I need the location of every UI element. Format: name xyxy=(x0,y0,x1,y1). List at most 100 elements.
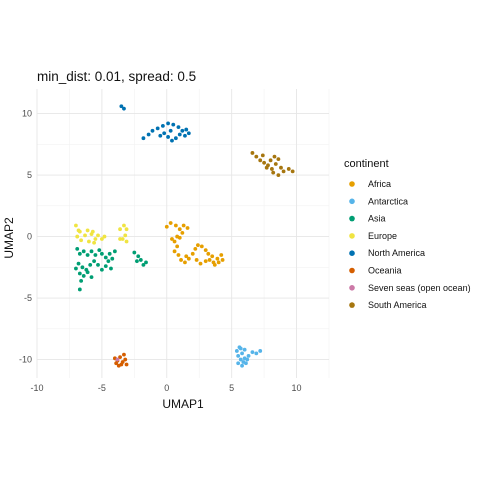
point-oceania xyxy=(123,357,128,362)
legend-label-asia: Asia xyxy=(368,214,386,224)
point-asia xyxy=(96,262,100,267)
point-africa xyxy=(184,254,189,259)
legend-key-antarctica xyxy=(349,198,355,205)
point-north-america xyxy=(183,133,187,138)
point-antarctica xyxy=(240,363,244,368)
point-africa xyxy=(194,258,199,262)
point-south-america xyxy=(260,153,265,158)
legend-label-africa: Africa xyxy=(368,179,391,189)
point-north-america xyxy=(122,106,126,111)
x-tick-label: -5 xyxy=(98,383,106,393)
point-north-america xyxy=(155,126,160,131)
point-north-america xyxy=(171,122,176,127)
point-north-america xyxy=(184,127,189,132)
point-south-america xyxy=(271,170,276,175)
point-europe xyxy=(75,234,80,239)
point-asia xyxy=(99,251,104,256)
y-tick-label: -10 xyxy=(19,355,32,365)
point-africa xyxy=(216,260,221,265)
point-asia xyxy=(77,251,82,256)
point-north-america xyxy=(180,128,185,133)
point-asia xyxy=(110,256,115,261)
point-africa xyxy=(172,249,177,254)
point-antarctica xyxy=(238,357,243,362)
point-africa xyxy=(193,246,198,251)
point-europe xyxy=(123,233,128,238)
point-africa xyxy=(168,221,173,225)
point-europe xyxy=(87,239,91,244)
point-south-america xyxy=(286,167,291,171)
point-antarctica xyxy=(240,351,244,356)
point-antarctica xyxy=(242,347,247,352)
point-north-america xyxy=(186,131,191,136)
point-north-america xyxy=(162,131,167,136)
y-axis-ticks: -10 -5 0 5 10 xyxy=(19,109,32,365)
x-axis-title: UMAP1 xyxy=(162,397,204,411)
point-south-america xyxy=(262,160,267,165)
point-asia xyxy=(77,271,82,276)
point-south-america xyxy=(290,169,295,174)
point-asia xyxy=(109,266,113,271)
point-north-america xyxy=(173,136,178,141)
legend-key-oceania xyxy=(349,267,355,274)
point-north-america xyxy=(176,125,181,130)
point-asia xyxy=(75,246,80,251)
point-africa xyxy=(170,237,174,241)
legend-key-north-america xyxy=(349,250,355,256)
point-africa xyxy=(199,244,204,249)
y-tick-label: 5 xyxy=(27,170,32,180)
point-africa xyxy=(215,256,220,261)
point-antarctica xyxy=(254,351,259,356)
point-antarctica xyxy=(236,361,241,366)
point-africa xyxy=(186,256,191,261)
point-africa xyxy=(175,244,180,249)
point-south-america xyxy=(281,169,286,174)
point-africa xyxy=(177,227,182,232)
point-asia xyxy=(106,259,111,264)
legend-key-asia xyxy=(349,215,355,222)
point-antarctica xyxy=(246,353,251,358)
y-tick-label: -5 xyxy=(24,293,32,303)
point-asia xyxy=(74,266,78,271)
point-oceania xyxy=(124,362,129,367)
x-axis-ticks: -10 -5 0 5 10 xyxy=(30,383,301,393)
point-south-america xyxy=(273,162,278,166)
point-south-america xyxy=(254,154,259,159)
legend-label-antarctica: Antarctica xyxy=(368,196,408,206)
point-south-america xyxy=(279,165,283,170)
chart-title: min_dist: 0.01, spread: 0.5 xyxy=(37,69,196,84)
point-south-america xyxy=(276,157,281,162)
point-asia xyxy=(103,255,108,260)
point-europe xyxy=(96,233,100,238)
point-asia xyxy=(77,287,82,292)
legend-key-europe xyxy=(349,233,355,239)
point-asia xyxy=(80,265,85,270)
point-africa xyxy=(203,259,208,264)
point-north-america xyxy=(146,132,151,137)
point-north-america xyxy=(150,128,155,133)
point-africa xyxy=(172,239,177,244)
point-africa xyxy=(207,258,212,262)
point-antarctica xyxy=(237,345,242,350)
point-north-america xyxy=(160,123,165,128)
point-asia xyxy=(97,248,102,253)
point-asia xyxy=(85,270,90,275)
point-africa xyxy=(179,258,183,262)
point-europe xyxy=(122,223,126,228)
legend-label-europe: Europe xyxy=(368,231,397,241)
point-south-america xyxy=(272,154,277,159)
point-north-america xyxy=(166,135,170,139)
point-europe xyxy=(85,228,90,233)
point-north-america xyxy=(158,133,163,138)
point-asia xyxy=(144,260,148,265)
legend-label-seven-seas-open-ocean: Seven seas (open ocean) xyxy=(368,283,471,293)
point-asia xyxy=(81,249,86,254)
point-antarctica xyxy=(234,349,239,353)
point-asia xyxy=(89,249,94,254)
point-europe xyxy=(83,233,87,238)
point-africa xyxy=(164,224,169,229)
point-africa xyxy=(176,253,181,257)
point-asia xyxy=(85,253,90,257)
point-europe xyxy=(124,227,129,232)
point-africa xyxy=(206,251,211,256)
